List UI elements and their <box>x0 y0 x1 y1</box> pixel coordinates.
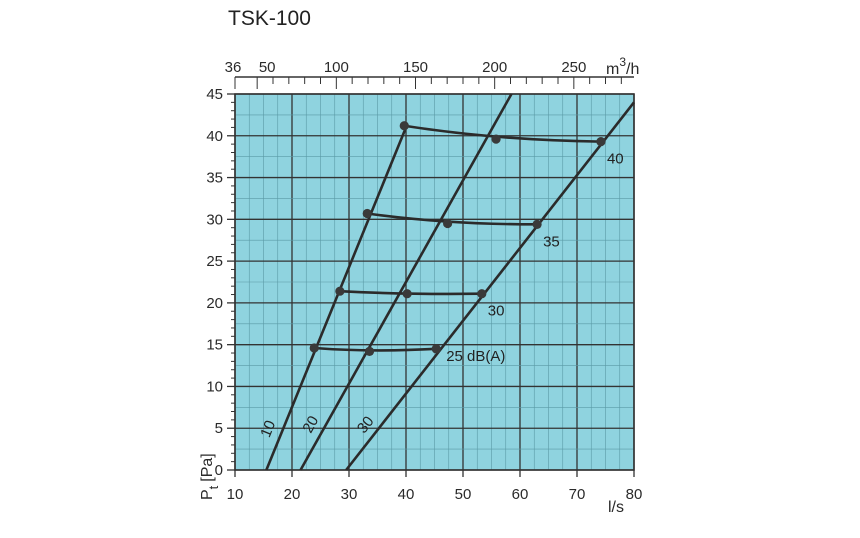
y-tick-label: 20 <box>206 295 223 312</box>
secondary-tick-label: 100 <box>324 59 349 76</box>
noise-point <box>399 121 409 131</box>
secondary-tick-label: 250 <box>561 59 586 76</box>
y-tick-label: 5 <box>215 420 223 437</box>
x-tick-label: 60 <box>512 486 529 503</box>
y-tick-label: 10 <box>206 378 223 395</box>
y-tick-label: 35 <box>206 170 223 187</box>
secondary-tick-label: 200 <box>482 59 507 76</box>
x-tick-label: 10 <box>227 486 244 503</box>
secondary-x-label-main: m <box>606 61 619 78</box>
y-axis-label: Pt [Pa] <box>199 453 221 500</box>
noise-curves: 25 dB(A) 30 35 40 <box>309 121 624 365</box>
noise-point <box>362 208 372 219</box>
chart-title: TSK-100 <box>228 7 311 30</box>
noise-point <box>491 134 501 144</box>
noise-point <box>364 346 375 356</box>
y-axis-label-sub: t <box>206 485 221 489</box>
secondary-tick-label: 50 <box>259 59 276 76</box>
noise-label: 30 <box>488 303 505 320</box>
secondary-tick-label: 36 <box>225 59 242 76</box>
noise-point <box>596 137 606 147</box>
plot-frame <box>234 93 635 471</box>
x-tick-label: 80 <box>626 486 643 503</box>
x-axis-ticks: 10 20 30 40 50 60 70 80 <box>227 470 643 503</box>
noise-point <box>477 289 487 299</box>
series-line-30 <box>345 101 636 471</box>
x-tick-label: 20 <box>284 486 301 503</box>
series-lines: 10 20 30 <box>257 93 636 471</box>
y-axis-ticks: 0 5 10 15 20 25 30 35 40 45 <box>206 86 235 479</box>
series-line-20 <box>299 93 513 471</box>
noise-point <box>431 344 441 354</box>
secondary-x-axis-label: m3/h <box>606 55 639 78</box>
noise-label: 25 dB(A) <box>446 348 505 365</box>
noise-point <box>402 289 412 299</box>
secondary-tick-label: 150 <box>403 59 428 76</box>
y-tick-label: 0 <box>215 462 223 479</box>
noise-label: 35 <box>543 233 560 250</box>
x-axis-label: l/s <box>608 499 624 516</box>
series-label-10: 10 <box>257 418 279 440</box>
noise-point <box>443 218 453 229</box>
x-tick-label: 40 <box>398 486 415 503</box>
series-label-30: 30 <box>354 413 378 437</box>
y-tick-label: 30 <box>206 211 223 228</box>
secondary-x-label-sup: 3 <box>619 55 626 69</box>
noise-point <box>309 343 319 353</box>
secondary-x-label-rest: /h <box>626 61 639 78</box>
y-tick-label: 40 <box>206 128 223 145</box>
x-tick-label: 50 <box>455 486 472 503</box>
y-axis-label-main: P <box>199 489 216 500</box>
y-axis-label-unit: [Pa] <box>199 453 216 481</box>
noise-label: 40 <box>607 151 624 168</box>
secondary-x-axis-ticks: 36 50 100 150 200 250 <box>225 59 634 89</box>
noise-point <box>335 286 345 296</box>
x-tick-label: 70 <box>569 486 586 503</box>
series-line-10 <box>265 126 408 471</box>
y-tick-label: 15 <box>206 337 223 354</box>
svg-text:Pt[Pa]: Pt [Pa] <box>199 453 221 500</box>
noise-point <box>532 219 542 229</box>
series-label-20: 20 <box>299 413 322 436</box>
y-tick-label: 25 <box>206 253 223 270</box>
y-tick-label: 45 <box>206 86 223 103</box>
x-tick-label: 30 <box>341 486 358 503</box>
